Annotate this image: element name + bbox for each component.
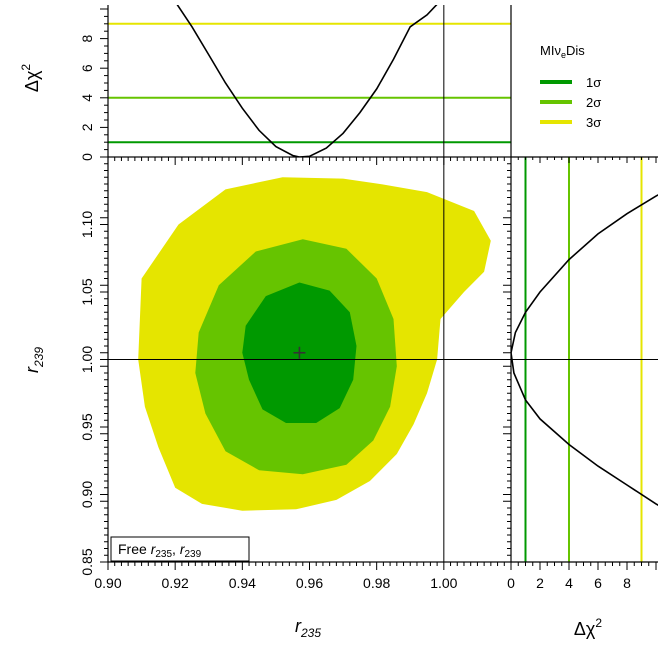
top-profile-panel xyxy=(108,5,511,157)
y-tick-label: 0.90 xyxy=(79,481,95,508)
right-panel-axis-title: Δχ2 xyxy=(574,616,602,639)
reference-crosshair xyxy=(108,5,658,562)
y-tick-label: 0.95 xyxy=(79,413,95,440)
y-axis-title: r239 xyxy=(22,347,46,373)
right-tick-label: 8 xyxy=(623,575,631,591)
y-tick-label: 1.05 xyxy=(79,278,95,305)
x-tick-label: 0.94 xyxy=(229,575,256,591)
top-tick-label: 6 xyxy=(79,64,95,72)
top-panel-axis-title: Δχ2 xyxy=(19,64,42,92)
right-tick-label: 0 xyxy=(507,575,515,591)
right-tick-label: 6 xyxy=(594,575,602,591)
x-axis-title: r235 xyxy=(295,616,321,640)
y-tick-label: 0.85 xyxy=(79,548,95,575)
legend-label-2: 2σ xyxy=(586,95,601,110)
y-tick-label: 1.00 xyxy=(79,346,95,373)
annotation-text: Free r235, r239 xyxy=(118,541,202,560)
right-tick-label: 2 xyxy=(536,575,544,591)
x-tick-label: 0.90 xyxy=(94,575,121,591)
axis-ticks xyxy=(100,8,657,570)
top-tick-label: 0 xyxy=(79,153,95,161)
annotation-box: Free r235, r239 xyxy=(110,536,250,562)
top-tick-label: 2 xyxy=(79,123,95,131)
annotation-frame xyxy=(110,536,250,562)
x-tick-label: 0.96 xyxy=(296,575,323,591)
confidence-regions xyxy=(138,177,491,511)
axis-tick-labels: 0.90 0.92 0.94 0.96 0.98 1.000.850.900.951.00… xyxy=(79,34,631,591)
x-tick-label: 0.92 xyxy=(162,575,189,591)
top-tick-label: 4 xyxy=(79,94,95,102)
right-tick-label: 4 xyxy=(565,575,573,591)
y-tick-label: 1.10 xyxy=(79,211,95,238)
top-tick-label: 8 xyxy=(79,34,95,42)
best-fit-marker xyxy=(293,346,306,359)
legend-title: MIνeDis xyxy=(540,43,585,60)
legend-label-3: 3σ xyxy=(586,115,601,130)
right-profile-curve xyxy=(511,194,658,506)
legend-label-1: 1σ xyxy=(586,75,601,90)
x-tick-label: 1.00 xyxy=(430,575,457,591)
x-tick-label: 0.98 xyxy=(363,575,390,591)
legend: MIνeDis 1σ 2σ 3σ xyxy=(540,43,601,130)
